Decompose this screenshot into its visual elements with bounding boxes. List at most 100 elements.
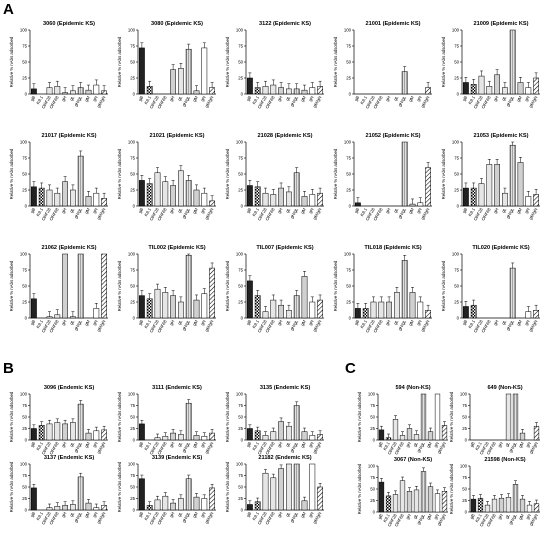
x-tick-label: gN [308, 511, 315, 518]
y-tick-label: 100 [128, 462, 136, 467]
x-tick-label: gH [384, 319, 391, 326]
x-tick-label: gN [308, 319, 315, 326]
bar-gn [526, 504, 533, 513]
y-tick-label: 100 [128, 140, 136, 145]
x-tick-label: gH [168, 95, 175, 102]
chart-title: 3060 (Epidemic KS) [43, 21, 95, 27]
bar-orf68 [486, 86, 493, 95]
chart-title: 3122 (Epidemic KS) [259, 21, 311, 27]
chart-7: 21021 (Epidemic KS) Relative % nAbs adsor… [117, 133, 216, 222]
x-tick-label: ORF28 [149, 206, 161, 221]
x-tick-label: gM [192, 441, 200, 449]
y-tick-label: 50 [238, 415, 243, 420]
chart-25: 21598 (Non-KS) Relative % nAbs adsorbed 0 2… [449, 457, 540, 528]
x-tick-label: ORF28 [365, 206, 377, 221]
x-tick-label: ORF68 [486, 440, 498, 455]
x-tick-label: K8.1 [251, 440, 260, 451]
x-tick-label: gH/gL [505, 318, 515, 331]
x-tick-label: gB [29, 319, 36, 326]
y-tick-label: 100 [236, 28, 244, 33]
y-tick-label: 75 [130, 268, 135, 273]
y-axis-label: Relative % nAbs adsorbed [441, 148, 446, 199]
bar-gb [246, 504, 253, 511]
bar-gh [278, 421, 285, 441]
x-tick-label: ORF68 [394, 512, 406, 527]
bar-k8-1 [38, 187, 45, 207]
chart-12: TIL002 (Epidemic KS) Relative % nAbs adso… [117, 245, 216, 334]
x-tick-label: K8.1 [251, 206, 260, 217]
x-tick-label: ORF68 [156, 318, 168, 333]
bar-gm-gn [209, 267, 216, 319]
chart-16: 3096 (Endemic KS) Relative % nAbs adsorbe… [9, 385, 108, 456]
bar-gm [301, 89, 308, 95]
y-tick-label: 0 [373, 438, 376, 443]
y-tick-label: 75 [346, 156, 351, 161]
bar-gh [278, 187, 285, 207]
y-tick-label: 0 [25, 92, 28, 97]
bar-gm-gn [317, 192, 324, 207]
chart-title: TIL002 (Epidemic KS) [148, 245, 205, 251]
chart-title: 21001 (Epidemic KS) [365, 21, 420, 27]
bar-gb [246, 428, 253, 441]
x-tick-label: gM/gN [96, 441, 107, 454]
bar-gm [517, 162, 524, 207]
x-tick-label: gH/gL [73, 318, 83, 331]
y-tick-label: 0 [349, 92, 352, 97]
bar-gm-gn [533, 310, 540, 319]
y-tick-label: 75 [370, 475, 375, 480]
x-tick-label: gN [200, 319, 207, 326]
y-axis-label: Relative % nAbs adsorbed [333, 260, 338, 311]
chart-title: 21062 (Epidemic KS) [41, 245, 96, 251]
bar-gm-gn [101, 90, 108, 95]
x-tick-label: gH [384, 207, 391, 214]
chart-title: 649 (Non-KS) [487, 385, 522, 391]
bar-gm-gn [425, 310, 432, 319]
bar-gh-gl [512, 393, 519, 441]
x-tick-label: ORF28 [473, 318, 485, 333]
bar-gm [193, 299, 200, 319]
y-tick-label: 0 [457, 204, 460, 209]
x-tick-label: gN [92, 319, 99, 326]
bar-gh-gl [509, 29, 516, 95]
bar-gh [62, 181, 69, 207]
bar-gm-gn [425, 167, 432, 207]
y-tick-label: 25 [238, 76, 243, 81]
bar-gn [434, 493, 441, 513]
x-tick-label: gH [168, 319, 175, 326]
x-tick-label: ORF68 [156, 94, 168, 109]
bar-gb [30, 298, 37, 319]
y-tick-label: 25 [238, 188, 243, 193]
y-tick-label: 25 [370, 426, 375, 431]
x-tick-label: gN [433, 513, 440, 520]
y-tick-label: 0 [133, 92, 136, 97]
y-tick-label: 75 [346, 268, 351, 273]
y-tick-label: 100 [20, 462, 28, 467]
bar-gl [285, 191, 292, 207]
x-tick-label: gN [200, 95, 207, 102]
x-tick-label: ORF28 [387, 440, 399, 455]
x-tick-label: ORF68 [480, 318, 492, 333]
bar-gh [386, 301, 393, 319]
x-tick-label: gN [92, 95, 99, 102]
y-tick-label: 100 [236, 462, 244, 467]
bar-gh-gl [293, 88, 300, 95]
bar-orf28 [370, 301, 377, 319]
x-tick-label: gH [276, 207, 283, 214]
x-tick-label: K8.1 [359, 206, 368, 217]
bar-orf28 [262, 311, 269, 319]
y-tick-label: 50 [346, 284, 351, 289]
y-tick-label: 100 [20, 252, 28, 257]
x-tick-label: gH [405, 441, 412, 448]
y-tick-label: 100 [20, 392, 28, 397]
bar-gn [525, 311, 532, 319]
chart-title: 3067 (Non-KS) [394, 457, 432, 463]
x-tick-label: ORF28 [257, 318, 269, 333]
y-tick-label: 100 [452, 28, 460, 33]
y-tick-label: 100 [236, 140, 244, 145]
y-tick-label: 75 [346, 44, 351, 49]
chart-title: 21182 (Endemic KS) [258, 455, 311, 461]
bar-gh [62, 505, 69, 511]
bar-gn [309, 87, 316, 95]
y-tick-label: 100 [368, 392, 376, 397]
